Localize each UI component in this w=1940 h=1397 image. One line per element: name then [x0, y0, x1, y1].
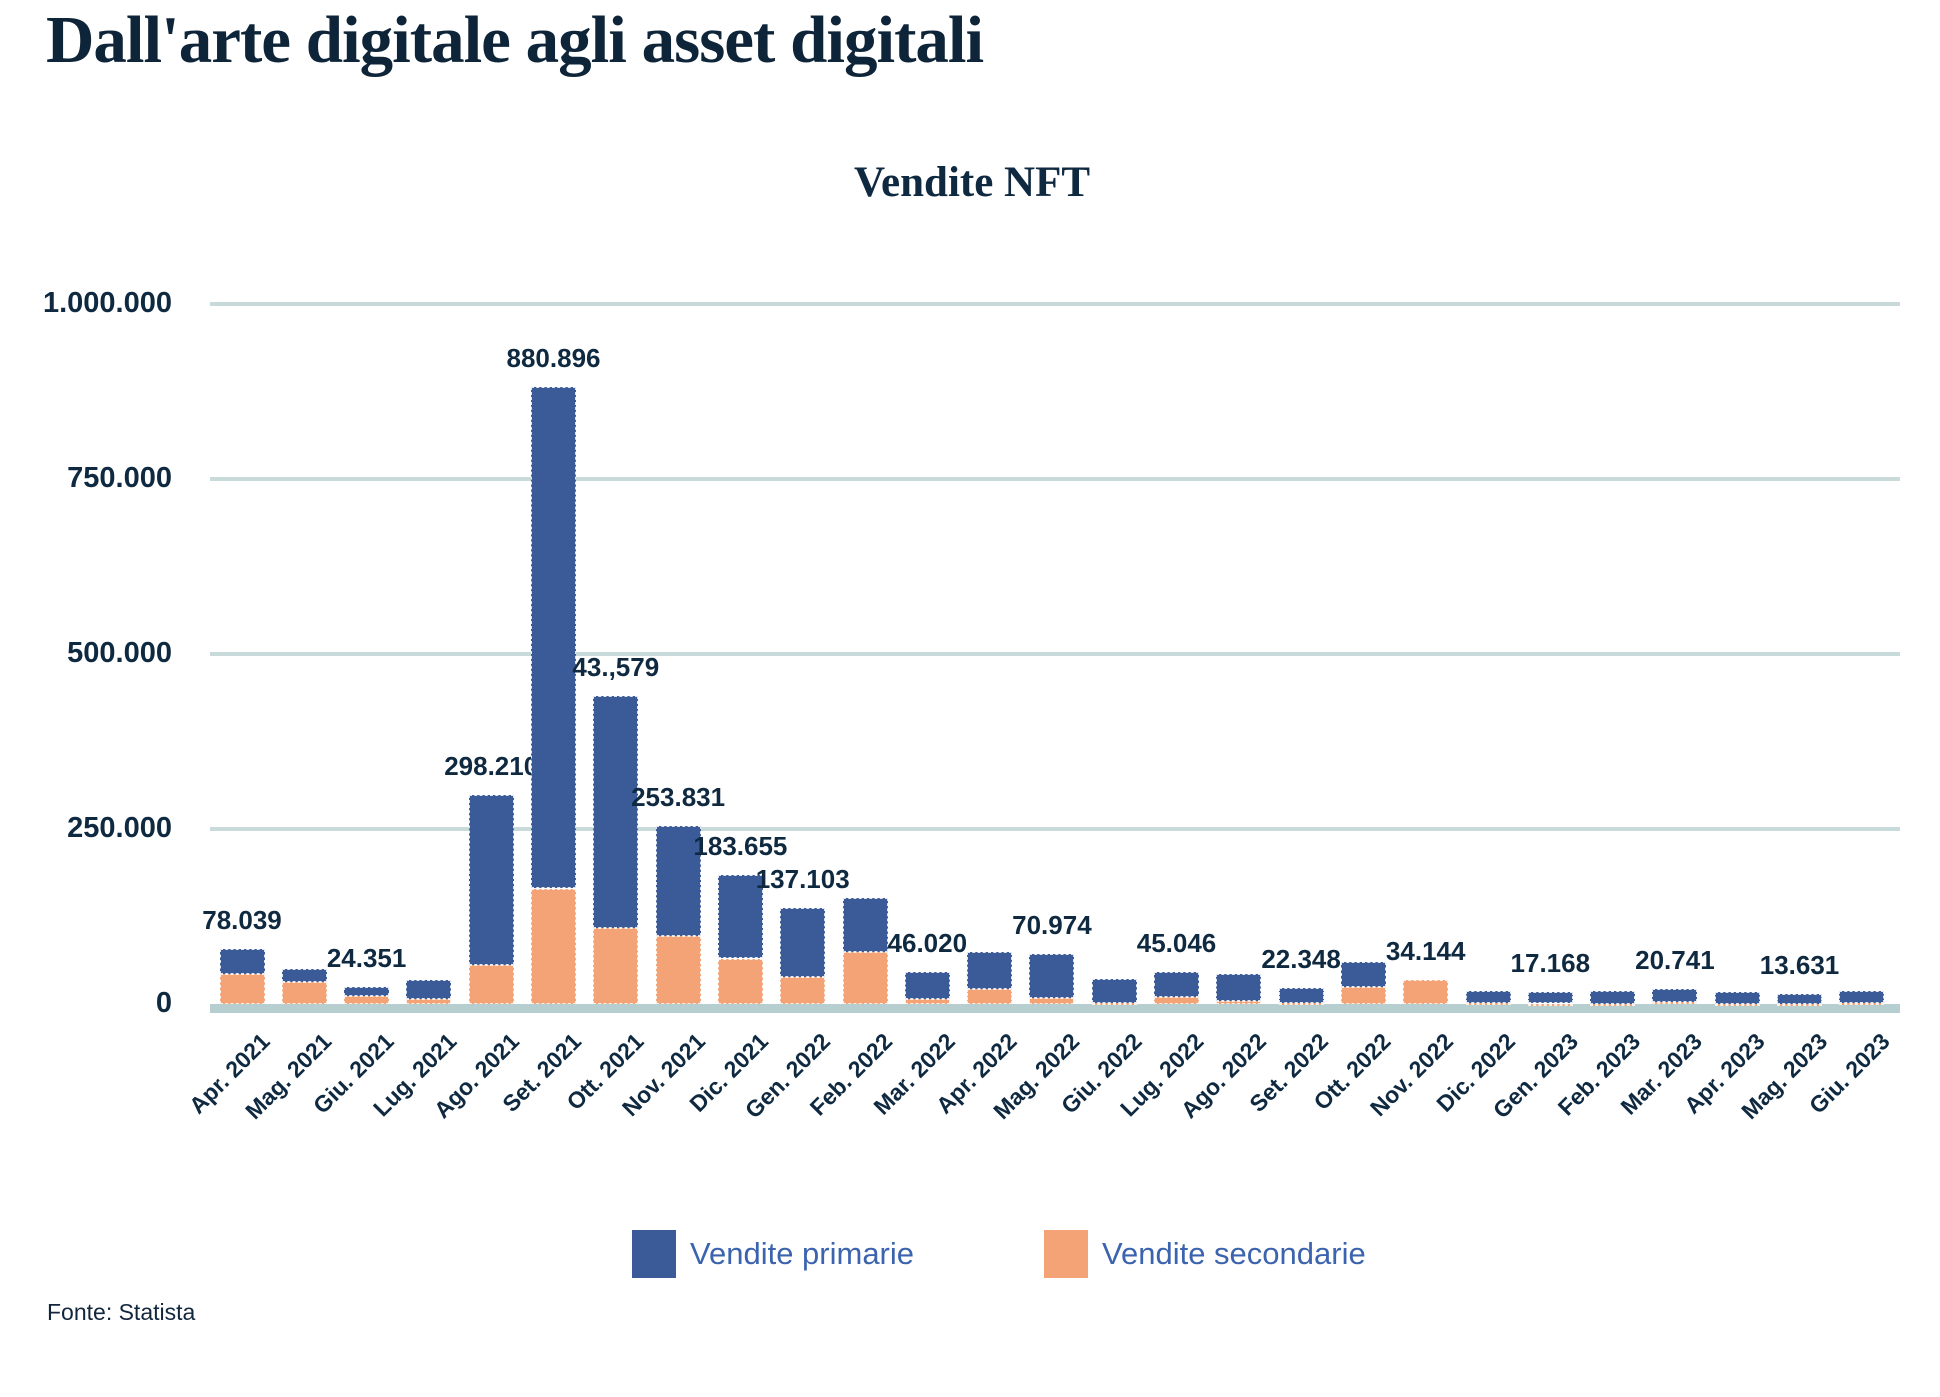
bar-value-label: 20.741	[1635, 945, 1715, 976]
bar-segment-secondary	[1714, 1003, 1760, 1006]
bar-segment-secondary	[780, 977, 826, 1004]
bar-segment-primary	[281, 969, 327, 983]
x-axis-baseline	[210, 1004, 1900, 1013]
bar-segment-secondary	[531, 888, 576, 1004]
bar-segment-secondary	[219, 973, 265, 1004]
bar-segment-primary	[1590, 991, 1636, 1004]
bar-segment-primary	[1340, 962, 1386, 988]
bar-segment-secondary	[281, 982, 327, 1004]
gridline	[210, 827, 1900, 831]
bar-segment-primary	[967, 951, 1013, 990]
bar-segment-primary	[717, 875, 763, 959]
bar-segment-secondary	[1527, 1003, 1573, 1006]
bar-segment-secondary	[1590, 1003, 1636, 1006]
bar-segment-secondary	[593, 928, 639, 1004]
bar-value-label: 78.039	[202, 905, 282, 936]
bar-segment-primary	[1216, 973, 1262, 1002]
bar-segment-primary	[904, 971, 950, 999]
bar-segment-primary	[406, 979, 452, 1000]
bar-value-label: 880.896	[506, 343, 601, 374]
bar-value-label: 22.348	[1261, 944, 1341, 975]
bar-value-label: 137.103	[755, 864, 850, 895]
bar-segment-secondary	[1403, 980, 1449, 1004]
bar-segment-secondary	[717, 958, 763, 1004]
bar-value-label: 298.210	[444, 751, 539, 782]
bar-segment-primary	[468, 795, 514, 965]
legend-label-primary: Vendite primarie	[690, 1236, 915, 1271]
y-tick-label: 500.000	[67, 637, 172, 669]
bar-segment-primary	[1777, 994, 1822, 1004]
legend-label-secondary: Vendite secondarie	[1102, 1236, 1366, 1271]
bar-value-label: 17.168	[1510, 947, 1591, 978]
bar-segment-primary	[593, 696, 639, 929]
primary-series-swatch	[632, 1230, 676, 1278]
bar-segment-secondary	[1652, 1001, 1698, 1004]
bar-segment-secondary	[1839, 1003, 1885, 1006]
bar-segment-secondary	[1777, 1003, 1822, 1006]
bar-segment-primary	[780, 908, 826, 978]
bar-segment-primary	[655, 826, 701, 937]
y-tick-label: 750.000	[67, 462, 172, 494]
bar-segment-secondary	[1091, 1002, 1137, 1005]
bar-segment-primary	[1091, 978, 1137, 1003]
bar-segment-primary	[1029, 954, 1075, 998]
secondary-series-swatch	[1044, 1230, 1088, 1278]
bar-value-label: 34.144	[1385, 936, 1466, 967]
bar-segment-secondary	[904, 998, 950, 1004]
bar-segment-secondary	[344, 995, 390, 1004]
bar-segment-primary	[1527, 991, 1573, 1004]
chart-legend: Vendite primarie Vendite secondarie	[0, 1230, 1940, 1280]
y-tick-label: 0	[155, 987, 172, 1019]
bar-value-label: 45.046	[1136, 928, 1217, 959]
y-tick-label: 250.000	[67, 812, 172, 844]
bar-segment-secondary	[1154, 997, 1199, 1004]
bar-segment-secondary	[1278, 1003, 1324, 1006]
bar-segment-primary	[531, 387, 576, 889]
gridline	[210, 477, 1900, 481]
bar-segment-secondary	[406, 999, 452, 1004]
bar-segment-secondary	[1216, 1001, 1262, 1004]
y-tick-label: 1.000.000	[42, 287, 172, 319]
bar-segment-secondary	[1029, 997, 1075, 1004]
bar-segment-secondary	[842, 952, 888, 1004]
bar-segment-primary	[219, 949, 265, 974]
bar-value-label: 46.020	[887, 927, 968, 958]
bar-segment-primary	[344, 986, 390, 996]
bar-segment-primary	[1465, 991, 1511, 1004]
bar-segment-secondary	[655, 936, 701, 1004]
bar-segment-primary	[1278, 988, 1324, 1004]
bar-segment-primary	[1839, 991, 1885, 1004]
bar-value-label: 24.351	[326, 942, 407, 973]
bar-value-label: 183.655	[693, 831, 788, 862]
gridline	[210, 652, 1900, 656]
bar-value-label: 70.974	[1012, 910, 1092, 941]
bar-value-label: 43.,579	[572, 652, 660, 682]
bar-segment-secondary	[468, 964, 514, 1004]
bar-value-label: 253.831	[631, 782, 726, 813]
chart-title: Vendite NFT	[853, 159, 1091, 206]
gridline	[210, 302, 1900, 306]
page-title: Dall'arte digitale agli asset digitali	[46, 3, 984, 77]
bar-segment-secondary	[1465, 1003, 1511, 1006]
bar-segment-primary	[1154, 972, 1199, 997]
bar-segment-secondary	[1340, 987, 1386, 1004]
bar-segment-primary	[842, 897, 888, 953]
bar-value-label: 13.631	[1759, 950, 1840, 981]
bar-segment-primary	[1714, 992, 1760, 1004]
source-note: Fonte: Statista	[47, 1299, 196, 1325]
bar-segment-primary	[1652, 989, 1698, 1002]
bar-segment-secondary	[967, 989, 1013, 1004]
